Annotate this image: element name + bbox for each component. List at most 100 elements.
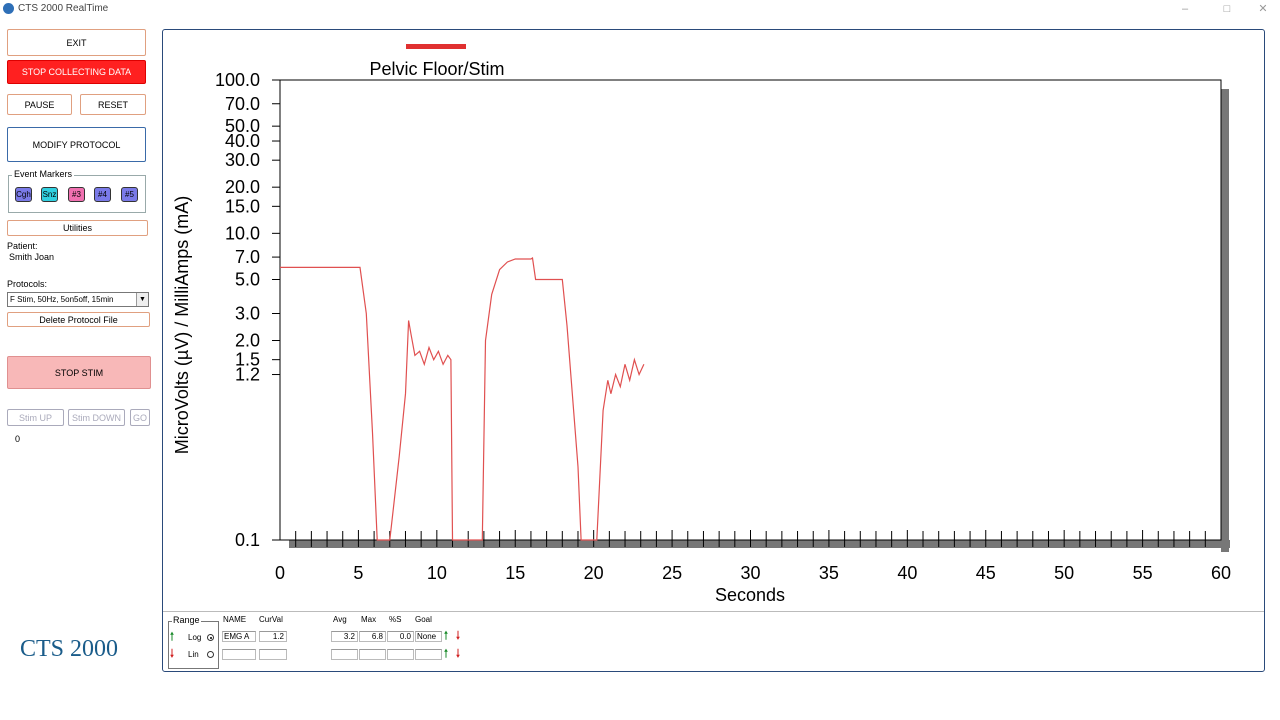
x-tick-label: 50	[1054, 563, 1074, 583]
y-axis-label: MicroVolts (µV) / MilliAmps (mA)	[172, 196, 192, 454]
x-tick-label: 15	[505, 563, 525, 583]
row2-curval	[259, 649, 287, 660]
reset-button[interactable]: RESET	[80, 94, 146, 115]
x-tick-label: 45	[976, 563, 996, 583]
row2-max	[359, 649, 386, 660]
event-marker-5-button[interactable]: #5	[121, 187, 138, 202]
y-tick-label: 1.5	[235, 350, 260, 370]
stim-up-button[interactable]: Stim UP	[7, 409, 64, 426]
y-tick-label: 1.2	[235, 365, 260, 385]
divider	[163, 611, 1264, 612]
patient-label: Patient:	[7, 241, 38, 251]
event-marker-3-button[interactable]: #3	[68, 187, 85, 202]
event-marker-4-button[interactable]: #4	[94, 187, 111, 202]
chevron-down-icon[interactable]: ▼	[136, 293, 148, 306]
x-tick-label: 0	[275, 563, 285, 583]
y-tick-label: 3.0	[235, 304, 260, 324]
chart-title: Pelvic Floor/Stim	[369, 59, 504, 79]
y-tick-label: 70.0	[225, 94, 260, 114]
y-tick-label: 0.1	[235, 530, 260, 550]
x-tick-label: 35	[819, 563, 839, 583]
stim-value: 0	[15, 434, 21, 444]
lin-label: Lin	[188, 650, 199, 659]
emg-series-line	[280, 257, 645, 541]
row2-avg	[331, 649, 358, 660]
event-marker-cough-button[interactable]: Cgh	[15, 187, 32, 202]
range-label: Range	[172, 615, 201, 625]
delete-protocol-file-button[interactable]: Delete Protocol File	[7, 312, 150, 327]
y-tick-label: 15.0	[225, 196, 260, 216]
stim-down-button[interactable]: Stim DOWN	[68, 409, 125, 426]
row2-pct	[387, 649, 414, 660]
col-header-goal: Goal	[415, 615, 432, 624]
log-label: Log	[188, 633, 202, 642]
x-tick-label: 30	[740, 563, 760, 583]
protocols-label: Protocols:	[7, 279, 48, 289]
protocol-select[interactable]: F Stim, 50Hz, 5on5off, 15min ▼	[7, 292, 149, 307]
row1-max: 6.8	[359, 631, 386, 642]
stop-collecting-data-button[interactable]: STOP COLLECTING DATA	[7, 60, 146, 84]
x-tick-label: 40	[897, 563, 917, 583]
close-button[interactable]: ✕	[1258, 3, 1268, 15]
y-tick-label: 30.0	[225, 150, 260, 170]
event-marker-sneeze-button[interactable]: Snz	[41, 187, 58, 202]
plot-frame	[279, 79, 1222, 541]
x-tick-label: 5	[353, 563, 363, 583]
y-tick-label: 50.0	[225, 116, 260, 136]
col-header-pct: %S	[389, 615, 402, 624]
row1-pct: 0.0	[387, 631, 414, 642]
stop-stim-button[interactable]: STOP STIM	[7, 356, 151, 389]
window-title: CTS 2000 RealTime	[18, 3, 109, 14]
y-tick-label: 7.0	[235, 247, 260, 267]
goal-down-arrow-icon[interactable]: 🠓	[456, 648, 460, 660]
row2-name	[222, 649, 256, 660]
col-header-name: NAME	[223, 615, 247, 624]
range-down-arrow-icon[interactable]: 🠓	[170, 648, 174, 660]
row2-goal	[415, 649, 442, 660]
brand-logo: CTS 2000	[20, 636, 119, 662]
range-up-arrow-icon[interactable]: 🠑	[170, 631, 174, 643]
exit-button[interactable]: EXIT	[7, 29, 146, 56]
minimize-button[interactable]: –	[1181, 3, 1189, 15]
plot-shadow-bottom	[289, 540, 1230, 548]
title-bar: CTS 2000 RealTime – □ ✕	[0, 0, 1280, 18]
col-header-curval: CurVal	[259, 615, 283, 624]
y-tick-label: 5.0	[235, 269, 260, 289]
utilities-button[interactable]: Utilities	[7, 220, 148, 236]
row1-curval: 1.2	[259, 631, 287, 642]
protocol-selected-value: F Stim, 50Hz, 5on5off, 15min	[10, 295, 114, 304]
y-tick-label: 40.0	[225, 131, 260, 151]
goal-down-arrow-icon[interactable]: 🠓	[456, 630, 460, 642]
pause-button[interactable]: PAUSE	[7, 94, 72, 115]
x-tick-label: 60	[1211, 563, 1231, 583]
goal-up-arrow-icon[interactable]: 🠑	[444, 648, 448, 660]
col-header-avg: Avg	[333, 615, 347, 624]
plot-shadow-right	[1221, 89, 1229, 552]
x-axis-label: Seconds	[715, 585, 785, 605]
app-icon	[3, 3, 14, 14]
maximize-button[interactable]: □	[1223, 3, 1231, 15]
y-tick-label: 100.0	[215, 70, 260, 90]
log-radio[interactable]	[207, 634, 214, 641]
range-group	[168, 621, 219, 669]
modify-protocol-button[interactable]: MODIFY PROTOCOL	[7, 127, 146, 162]
patient-name: Smith Joan	[9, 252, 55, 262]
x-tick-label: 25	[662, 563, 682, 583]
row1-goal: None	[415, 631, 442, 642]
x-tick-label: 20	[584, 563, 604, 583]
event-markers-title: Event Markers	[12, 169, 75, 179]
go-button[interactable]: GO	[130, 409, 150, 426]
row1-name: EMG A	[222, 631, 256, 642]
x-tick-label: 55	[1133, 563, 1153, 583]
event-markers-group	[8, 175, 146, 213]
x-tick-label: 10	[427, 563, 447, 583]
graph-panel	[162, 29, 1265, 672]
y-tick-label: 20.0	[225, 177, 260, 197]
goal-up-arrow-icon[interactable]: 🠑	[444, 630, 448, 642]
y-tick-label: 10.0	[225, 223, 260, 243]
lin-radio[interactable]	[207, 651, 214, 658]
legend-swatch	[406, 44, 466, 49]
row1-avg: 3.2	[331, 631, 358, 642]
y-tick-label: 2.0	[235, 331, 260, 351]
